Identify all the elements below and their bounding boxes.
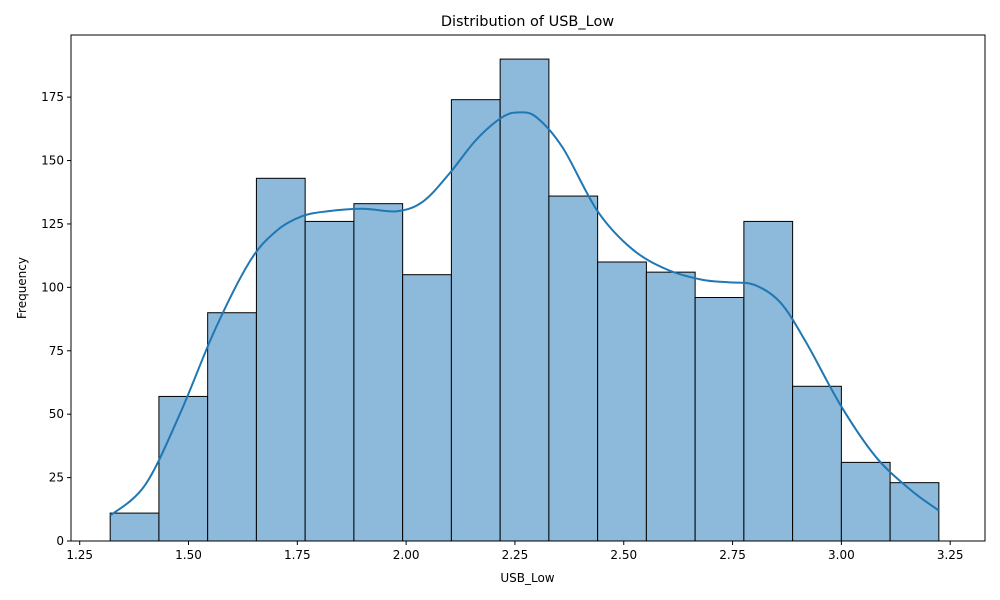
y-tick-label: 75 bbox=[49, 344, 64, 358]
x-tick-label: 1.50 bbox=[175, 548, 202, 562]
y-tick-label: 50 bbox=[49, 407, 64, 421]
histogram-bar bbox=[499, 58, 550, 542]
histogram-bar bbox=[109, 512, 160, 542]
x-axis-title: USB_Low bbox=[500, 571, 554, 585]
histogram-bar bbox=[840, 461, 891, 542]
histogram-bar bbox=[304, 220, 355, 542]
histogram-bar bbox=[207, 312, 257, 542]
histogram-bar bbox=[694, 297, 745, 542]
histogram-bar bbox=[743, 220, 794, 542]
x-axis: 1.25 1.50 1.75 2.00 2.25 2.50 2.75 3.00 3.25 bbox=[66, 541, 964, 562]
histogram-bar bbox=[450, 99, 501, 542]
x-tick-label: 1.25 bbox=[66, 548, 93, 562]
y-tick-label: 150 bbox=[41, 154, 64, 168]
x-tick-label: 3.25 bbox=[937, 548, 964, 562]
histogram-bar bbox=[548, 195, 599, 542]
x-tick-label: 2.25 bbox=[502, 548, 529, 562]
y-axis: 0 25 50 75 100 125 150 175 bbox=[41, 90, 71, 548]
kde-layer bbox=[109, 111, 940, 517]
histogram-bar bbox=[158, 395, 209, 542]
y-axis-title: Frequency bbox=[15, 257, 29, 319]
y-tick-label: 175 bbox=[41, 90, 64, 104]
kde-line bbox=[109, 111, 940, 517]
y-tick-label: 125 bbox=[41, 217, 64, 231]
chart-title: Distribution of USB_Low bbox=[441, 14, 614, 30]
histogram-bar bbox=[597, 261, 647, 542]
y-tick-label: 100 bbox=[41, 280, 64, 294]
histogram-bar bbox=[402, 274, 452, 542]
x-tick-label: 1.75 bbox=[284, 548, 311, 562]
x-tick-label: 2.75 bbox=[719, 548, 746, 562]
x-tick-label: 2.50 bbox=[610, 548, 637, 562]
histogram-bar bbox=[792, 385, 842, 542]
histogram-bar bbox=[353, 203, 404, 542]
histogram-bar bbox=[645, 271, 696, 542]
histogram-bar bbox=[889, 482, 940, 542]
bars-layer bbox=[109, 58, 940, 542]
histogram-bar bbox=[255, 177, 306, 542]
x-tick-label: 3.00 bbox=[828, 548, 855, 562]
y-tick-label: 0 bbox=[56, 534, 64, 548]
y-tick-label: 25 bbox=[49, 471, 64, 485]
plot-frame bbox=[70, 34, 986, 542]
x-tick-label: 2.00 bbox=[393, 548, 420, 562]
